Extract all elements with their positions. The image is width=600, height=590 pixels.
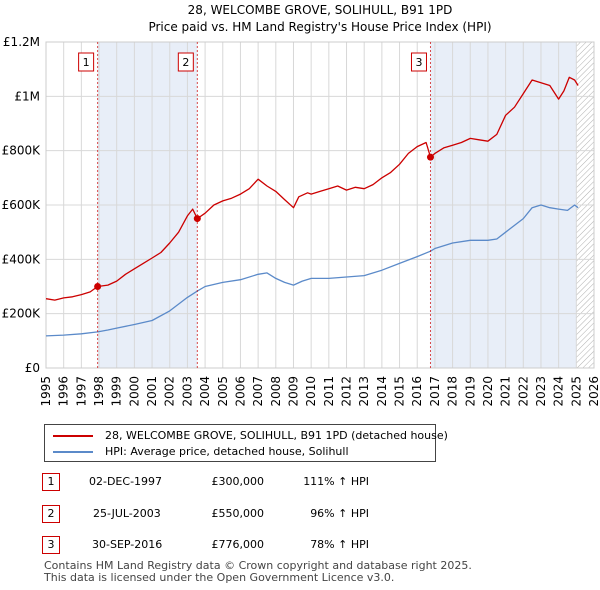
- x-tick-label: 2013: [357, 376, 371, 407]
- x-tick-label: 1998: [92, 376, 106, 407]
- x-tick-label: 2022: [516, 376, 530, 407]
- x-tick-label: 2006: [233, 376, 247, 407]
- y-tick-label: £600K: [2, 198, 42, 212]
- x-tick-label: 2020: [481, 376, 495, 407]
- x-tick-label: 2004: [198, 376, 212, 407]
- x-tick-label: 2009: [286, 376, 300, 407]
- sale-marker-box: [177, 52, 194, 72]
- y-tick-label: £200K: [2, 307, 42, 321]
- property-price-line: [45, 76, 579, 301]
- chart-subtitle: Price paid vs. HM Land Registry's House …: [148, 20, 491, 34]
- sale-price: £776,000: [211, 538, 265, 551]
- sale-date: 02-DEC-1997: [89, 475, 163, 488]
- sale-hpi-change: 111% ↑ HPI: [303, 475, 369, 488]
- y-tick-label: £0: [25, 361, 40, 375]
- x-tick-label: 1995: [39, 376, 53, 407]
- x-tick-label: 2021: [499, 376, 513, 407]
- chart-legend: 28, WELCOMBE GROVE, SOLIHULL, B91 1PD (d…: [44, 424, 448, 462]
- x-tick-label: 2016: [410, 376, 424, 407]
- x-tick-label: 1997: [74, 376, 88, 407]
- footer-line-copyright: Contains HM Land Registry data © Crown c…: [44, 559, 472, 572]
- y-tick-label: £400K: [2, 252, 42, 266]
- x-tick-label: 2026: [587, 376, 600, 407]
- sale-marker-box: [410, 52, 427, 72]
- sale-marker-badge: 3: [42, 536, 60, 554]
- x-tick-label: 2000: [127, 376, 141, 407]
- x-tick-label: 2002: [163, 376, 177, 407]
- x-tick-label: 2025: [569, 376, 583, 407]
- sale-price: £300,000: [211, 475, 265, 488]
- x-tick-label: 2007: [251, 376, 265, 407]
- x-tick-label: 2001: [145, 376, 159, 407]
- sale-marker-label: 2: [182, 56, 189, 69]
- x-tick-label: 1999: [110, 376, 124, 407]
- sale-point: [193, 215, 201, 223]
- x-tick-label: 1996: [57, 376, 71, 407]
- x-tick-label: 2011: [322, 376, 336, 407]
- sale-hpi-change: 96% ↑ HPI: [310, 507, 369, 520]
- x-tick-label: 2019: [463, 376, 477, 407]
- x-tick-label: 2005: [216, 376, 230, 407]
- sale-hpi-change: 78% ↑ HPI: [310, 538, 369, 551]
- sale-marker-badge: 1: [42, 473, 60, 491]
- footer-line-licence: This data is licensed under the Open Gov…: [44, 571, 395, 584]
- legend-label-hpi: HPI: Average price, detached house, Soli…: [105, 445, 349, 458]
- sale-price: £550,000: [211, 507, 265, 520]
- legend-swatch-property: [53, 435, 93, 437]
- x-tick-label: 2012: [340, 376, 354, 407]
- sale-marker-box: [78, 52, 95, 72]
- footer-attribution: Contains HM Land Registry data © Crown c…: [44, 560, 472, 584]
- x-tick-label: 2017: [428, 376, 442, 407]
- sale-marker-badge: 2: [42, 505, 60, 523]
- x-tick-label: 2015: [393, 376, 407, 407]
- price-chart: 28, WELCOMBE GROVE, SOLIHULL, B91 1PD Pr…: [2, 3, 600, 407]
- sale-date: 30-SEP-2016: [92, 538, 163, 551]
- y-tick-label: £1M: [14, 89, 40, 103]
- x-tick-label: 2014: [375, 376, 389, 407]
- sale-marker-label: 3: [415, 56, 422, 69]
- x-tick-label: 2003: [180, 376, 194, 407]
- sale-point: [94, 283, 102, 290]
- x-tick-label: 2023: [534, 376, 548, 407]
- x-tick-label: 2010: [304, 376, 318, 407]
- y-tick-label: £1.2M: [3, 35, 40, 49]
- sale-point: [426, 153, 434, 161]
- chart-title: 28, WELCOMBE GROVE, SOLIHULL, B91 1PD: [188, 3, 453, 17]
- hpi-line: [45, 204, 579, 337]
- legend-label-property: 28, WELCOMBE GROVE, SOLIHULL, B91 1PD (d…: [105, 429, 448, 442]
- legend-swatch-hpi: [53, 451, 93, 453]
- sale-date: 25-JUL-2003: [93, 507, 161, 520]
- x-tick-label: 2018: [446, 376, 460, 407]
- x-tick-label: 2008: [269, 376, 283, 407]
- plot-frame: [45, 41, 595, 369]
- sale-marker-label: 1: [83, 56, 90, 69]
- x-tick-label: 2024: [552, 376, 566, 407]
- y-tick-label: £800K: [2, 144, 42, 158]
